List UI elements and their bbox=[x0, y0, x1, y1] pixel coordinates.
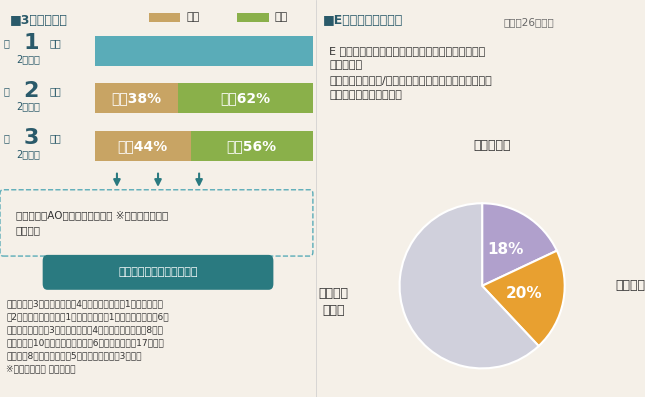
Text: 一般入試／AO・自己・公募推薦 ※指定校推薦なし
専大推薦: 一般入試／AO・自己・公募推薦 ※指定校推薦なし 専大推薦 bbox=[16, 210, 168, 235]
Text: 2クラス: 2クラス bbox=[16, 54, 40, 64]
Text: 学年: 学年 bbox=[50, 133, 62, 143]
Text: 第: 第 bbox=[3, 133, 9, 143]
Bar bbox=[237, 13, 269, 22]
Bar bbox=[95, 36, 313, 66]
Text: 1: 1 bbox=[24, 33, 39, 53]
Text: 文系38%: 文系38% bbox=[111, 91, 161, 105]
Text: 20%: 20% bbox=[506, 286, 542, 301]
Text: 文系44%: 文系44% bbox=[117, 139, 168, 153]
Wedge shape bbox=[482, 203, 557, 286]
Wedge shape bbox=[482, 251, 565, 346]
Text: 理系: 理系 bbox=[275, 12, 288, 22]
Bar bbox=[191, 131, 313, 161]
Text: ■E類型現役進学状況: ■E類型現役進学状況 bbox=[322, 14, 403, 27]
FancyBboxPatch shape bbox=[43, 255, 273, 290]
Text: 2クラス: 2クラス bbox=[16, 149, 40, 159]
Text: E 類型では多くの生徒が国公立大学合格を目標にし
ています。
例年、在籍者の１/３程度が国公立大学を含めた、難関
大学へ進学しています。: E 類型では多くの生徒が国公立大学合格を目標にし ています。 例年、在籍者の１/… bbox=[329, 46, 492, 100]
Text: 理系56%: 理系56% bbox=[227, 139, 277, 153]
Text: 2: 2 bbox=[24, 81, 39, 101]
Text: 学年: 学年 bbox=[50, 86, 62, 96]
Text: 第: 第 bbox=[3, 86, 9, 96]
Text: 18%: 18% bbox=[487, 242, 523, 257]
Text: 2クラス: 2クラス bbox=[16, 102, 40, 112]
Bar bbox=[177, 83, 313, 113]
Text: 文系: 文系 bbox=[186, 12, 200, 22]
Bar bbox=[95, 83, 177, 113]
Wedge shape bbox=[399, 203, 539, 368]
Bar bbox=[148, 13, 180, 22]
Text: （平成26年度）: （平成26年度） bbox=[504, 17, 554, 27]
Text: 第: 第 bbox=[3, 38, 9, 48]
Text: 大学現役合格実績（抜粋）: 大学現役合格実績（抜粋） bbox=[118, 267, 198, 278]
Text: 理系62%: 理系62% bbox=[220, 91, 270, 105]
Text: 千葉大学（3）／筑波大学（4）／北海道大学（1）／茨城大学
（2）／横浜国立大学（1）／九州大学（1）／早稲田大学（6）
／慶應義塾大学（3）／上智大学（4）／: 千葉大学（3）／筑波大学（4）／北海道大学（1）／茨城大学 （2）／横浜国立大学… bbox=[6, 300, 169, 373]
Text: 私立大学
その他: 私立大学 その他 bbox=[319, 287, 348, 317]
Text: 早慶上理: 早慶上理 bbox=[616, 279, 645, 292]
Text: 3: 3 bbox=[24, 129, 39, 148]
Text: ■3年間の流れ: ■3年間の流れ bbox=[10, 14, 67, 27]
Text: 国公立大学: 国公立大学 bbox=[473, 139, 511, 152]
Bar bbox=[95, 131, 191, 161]
Text: 学年: 学年 bbox=[50, 38, 62, 48]
